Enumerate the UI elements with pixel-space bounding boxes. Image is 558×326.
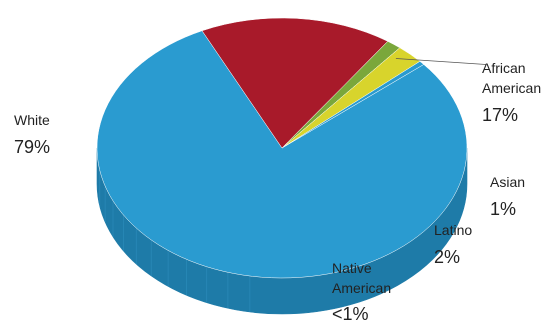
pie-slice-native-american [281,61,425,149]
label-asian: Asian 1% [490,174,525,219]
label-white-name: White [14,112,50,128]
pie-slice-white [96,30,468,279]
pie-slice-african-american [201,17,389,149]
label-african-american: African American 17% [482,60,541,125]
leader-lines [395,58,487,65]
label-native-american-value: <1% [332,304,369,324]
label-white-value: 79% [14,137,50,157]
label-asian-value: 1% [490,199,516,219]
label-white: White 79% [14,112,50,157]
label-latino-name: Latino [434,222,472,238]
label-african-american-name-line2: American [482,80,541,96]
label-native-american-name-line1: Native [332,260,372,276]
label-latino: Latino 2% [434,222,472,267]
label-african-american-name-line1: African [482,60,526,76]
label-native-american: Native American <1% [332,260,391,324]
label-asian-name: Asian [490,174,525,190]
label-african-american-value: 17% [482,105,518,125]
label-latino-value: 2% [434,247,460,267]
label-native-american-name-line2: American [332,280,391,296]
leader-line-asian [395,58,487,65]
pie-slices [96,17,468,279]
